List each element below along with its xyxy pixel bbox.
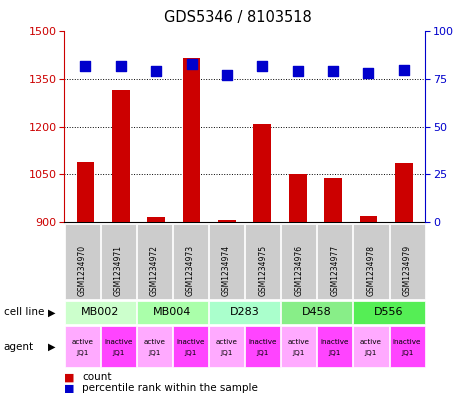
Point [365,70,372,77]
Text: GSM1234975: GSM1234975 [258,244,267,296]
Bar [112,90,130,393]
Text: JQ1: JQ1 [293,350,305,356]
Point [188,61,195,67]
Bar [324,178,342,393]
Text: GSM1234977: GSM1234977 [331,244,339,296]
Text: JQ1: JQ1 [76,350,88,356]
Bar [76,162,94,393]
Text: active: active [288,339,310,345]
Point [82,62,89,69]
Text: ▶: ▶ [48,307,55,318]
Text: cell line: cell line [4,307,44,318]
Text: JQ1: JQ1 [112,350,124,356]
Bar [218,220,236,393]
Point [152,68,160,75]
Text: inactive: inactive [104,339,133,345]
Text: GSM1234979: GSM1234979 [403,244,411,296]
Text: MB004: MB004 [153,307,191,318]
Text: active: active [143,339,165,345]
Point [400,66,408,73]
Text: inactive: inactive [176,339,205,345]
Text: D458: D458 [302,307,332,318]
Text: ■: ■ [64,372,75,382]
Text: GSM1234974: GSM1234974 [222,244,231,296]
Text: JQ1: JQ1 [329,350,341,356]
Bar [289,174,306,393]
Text: active: active [216,339,238,345]
Point [223,72,231,79]
Text: active: active [360,339,382,345]
Text: GSM1234972: GSM1234972 [150,244,159,296]
Point [258,62,266,69]
Text: D556: D556 [374,307,404,318]
Bar [254,123,271,393]
Bar [183,59,200,393]
Text: JQ1: JQ1 [184,350,197,356]
Text: percentile rank within the sample: percentile rank within the sample [82,383,258,393]
Text: ▶: ▶ [48,342,55,352]
Text: agent: agent [4,342,34,352]
Text: GDS5346 / 8103518: GDS5346 / 8103518 [163,10,312,25]
Point [117,62,124,69]
Text: JQ1: JQ1 [401,350,413,356]
Text: GSM1234978: GSM1234978 [367,244,375,296]
Text: GSM1234970: GSM1234970 [78,244,86,296]
Text: ■: ■ [64,383,75,393]
Text: inactive: inactive [248,339,277,345]
Bar [147,217,165,393]
Text: inactive: inactive [321,339,349,345]
Text: GSM1234976: GSM1234976 [294,244,303,296]
Text: active: active [71,339,93,345]
Text: JQ1: JQ1 [148,350,161,356]
Bar [360,216,377,393]
Point [294,68,302,75]
Text: JQ1: JQ1 [365,350,377,356]
Bar [395,163,413,393]
Text: D283: D283 [230,307,259,318]
Text: inactive: inactive [393,339,421,345]
Text: MB002: MB002 [81,307,119,318]
Point [329,68,337,75]
Text: count: count [82,372,112,382]
Text: JQ1: JQ1 [220,350,233,356]
Text: GSM1234973: GSM1234973 [186,244,195,296]
Text: GSM1234971: GSM1234971 [114,244,123,296]
Text: JQ1: JQ1 [256,350,269,356]
